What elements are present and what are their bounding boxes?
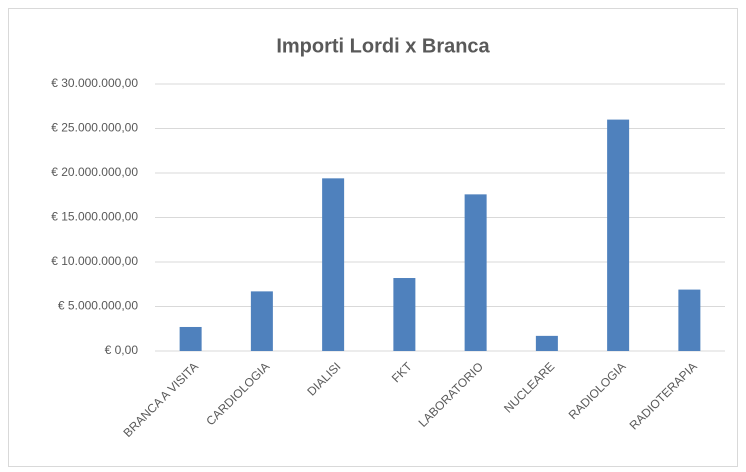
- bar: [322, 178, 345, 351]
- bar: [535, 335, 558, 351]
- y-tick-label: € 5.000.000,00: [58, 299, 138, 313]
- bar: [250, 291, 273, 351]
- y-tick-label: € 15.000.000,00: [51, 210, 138, 224]
- bar: [607, 119, 630, 351]
- bar: [179, 326, 202, 351]
- bar: [393, 278, 416, 351]
- y-tick-label: € 10.000.000,00: [51, 254, 138, 268]
- bar: [464, 194, 487, 351]
- chart-title: Importi Lordi x Branca: [276, 35, 490, 57]
- y-tick-label: € 20.000.000,00: [51, 165, 138, 179]
- bar: [678, 289, 701, 351]
- y-tick-label: € 0,00: [105, 343, 139, 357]
- y-tick-label: € 25.000.000,00: [51, 121, 138, 135]
- y-tick-label: € 30.000.000,00: [51, 76, 138, 90]
